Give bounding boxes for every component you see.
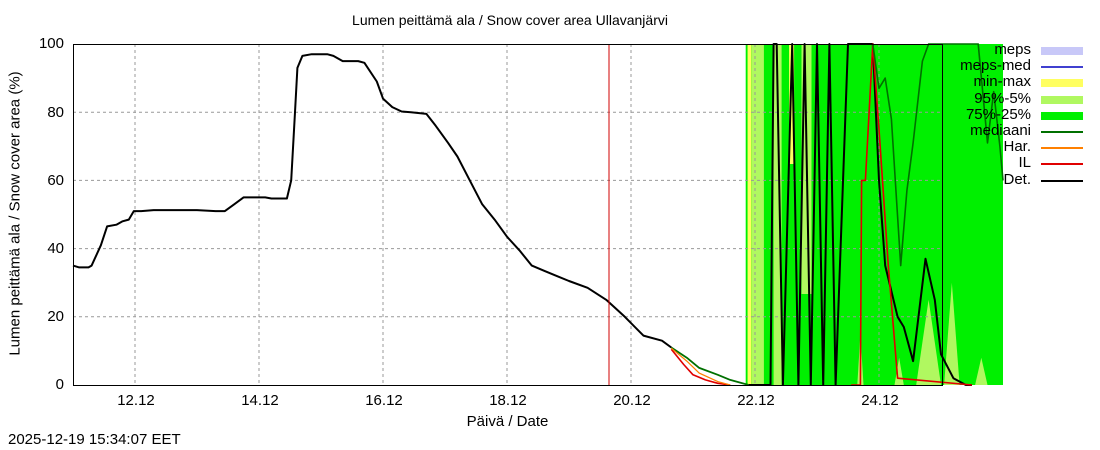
y-axis-label: Lumen peittämä ala / Snow cover area (%) [6,71,24,356]
legend-item-95-5: 95%-5% [955,90,1095,107]
har-swatch-icon [1041,147,1083,150]
x-tick: 16.12 [365,392,403,409]
x-tick: 20.12 [613,392,651,409]
x-tick: 24.12 [861,392,899,409]
det-swatch-icon [1041,179,1083,182]
y-tick: 0 [55,376,64,393]
grid-lines [73,44,942,385]
y-tick: 80 [47,104,64,121]
x-tick: 12.12 [117,392,155,409]
legend-item-mediaani: mediaani [955,122,1095,139]
legend-item-meps: meps [955,42,1095,58]
legend-item-det: Det. [955,171,1095,188]
meps-swatch-icon [1041,47,1083,55]
mediaani-swatch-icon [1041,130,1083,133]
y-tick: 100 [38,35,64,52]
legend: meps meps-med min-max 95%-5% 75%-25% med… [955,42,1095,188]
chart-title: Lumen peittämä ala / Snow cover area Ull… [352,12,668,28]
x-tick: 22.12 [737,392,775,409]
x-tick: 14.12 [241,392,279,409]
x-axis-label: Päivä / Date [466,413,549,430]
y-tick: 20 [47,308,64,325]
timestamp: 2025-12-19 15:34:07 EET [8,431,181,448]
p95-5-swatch-icon [1041,95,1083,104]
plot-frame [73,44,943,386]
il-swatch-icon [1041,163,1083,166]
legend-item-il: IL [955,155,1095,171]
legend-item-meps-med: meps-med [955,58,1095,74]
y-tick: 40 [47,240,64,257]
legend-item-min-max: min-max [955,74,1095,90]
y-tick: 60 [47,172,64,189]
x-tick: 18.12 [489,392,527,409]
p75-25-swatch-icon [1041,111,1083,120]
legend-item-75-25: 75%-25% [955,106,1095,123]
meps-med-swatch-icon [1041,66,1083,69]
legend-item-har: Har. [955,139,1095,155]
min-max-swatch-icon [1041,79,1083,88]
